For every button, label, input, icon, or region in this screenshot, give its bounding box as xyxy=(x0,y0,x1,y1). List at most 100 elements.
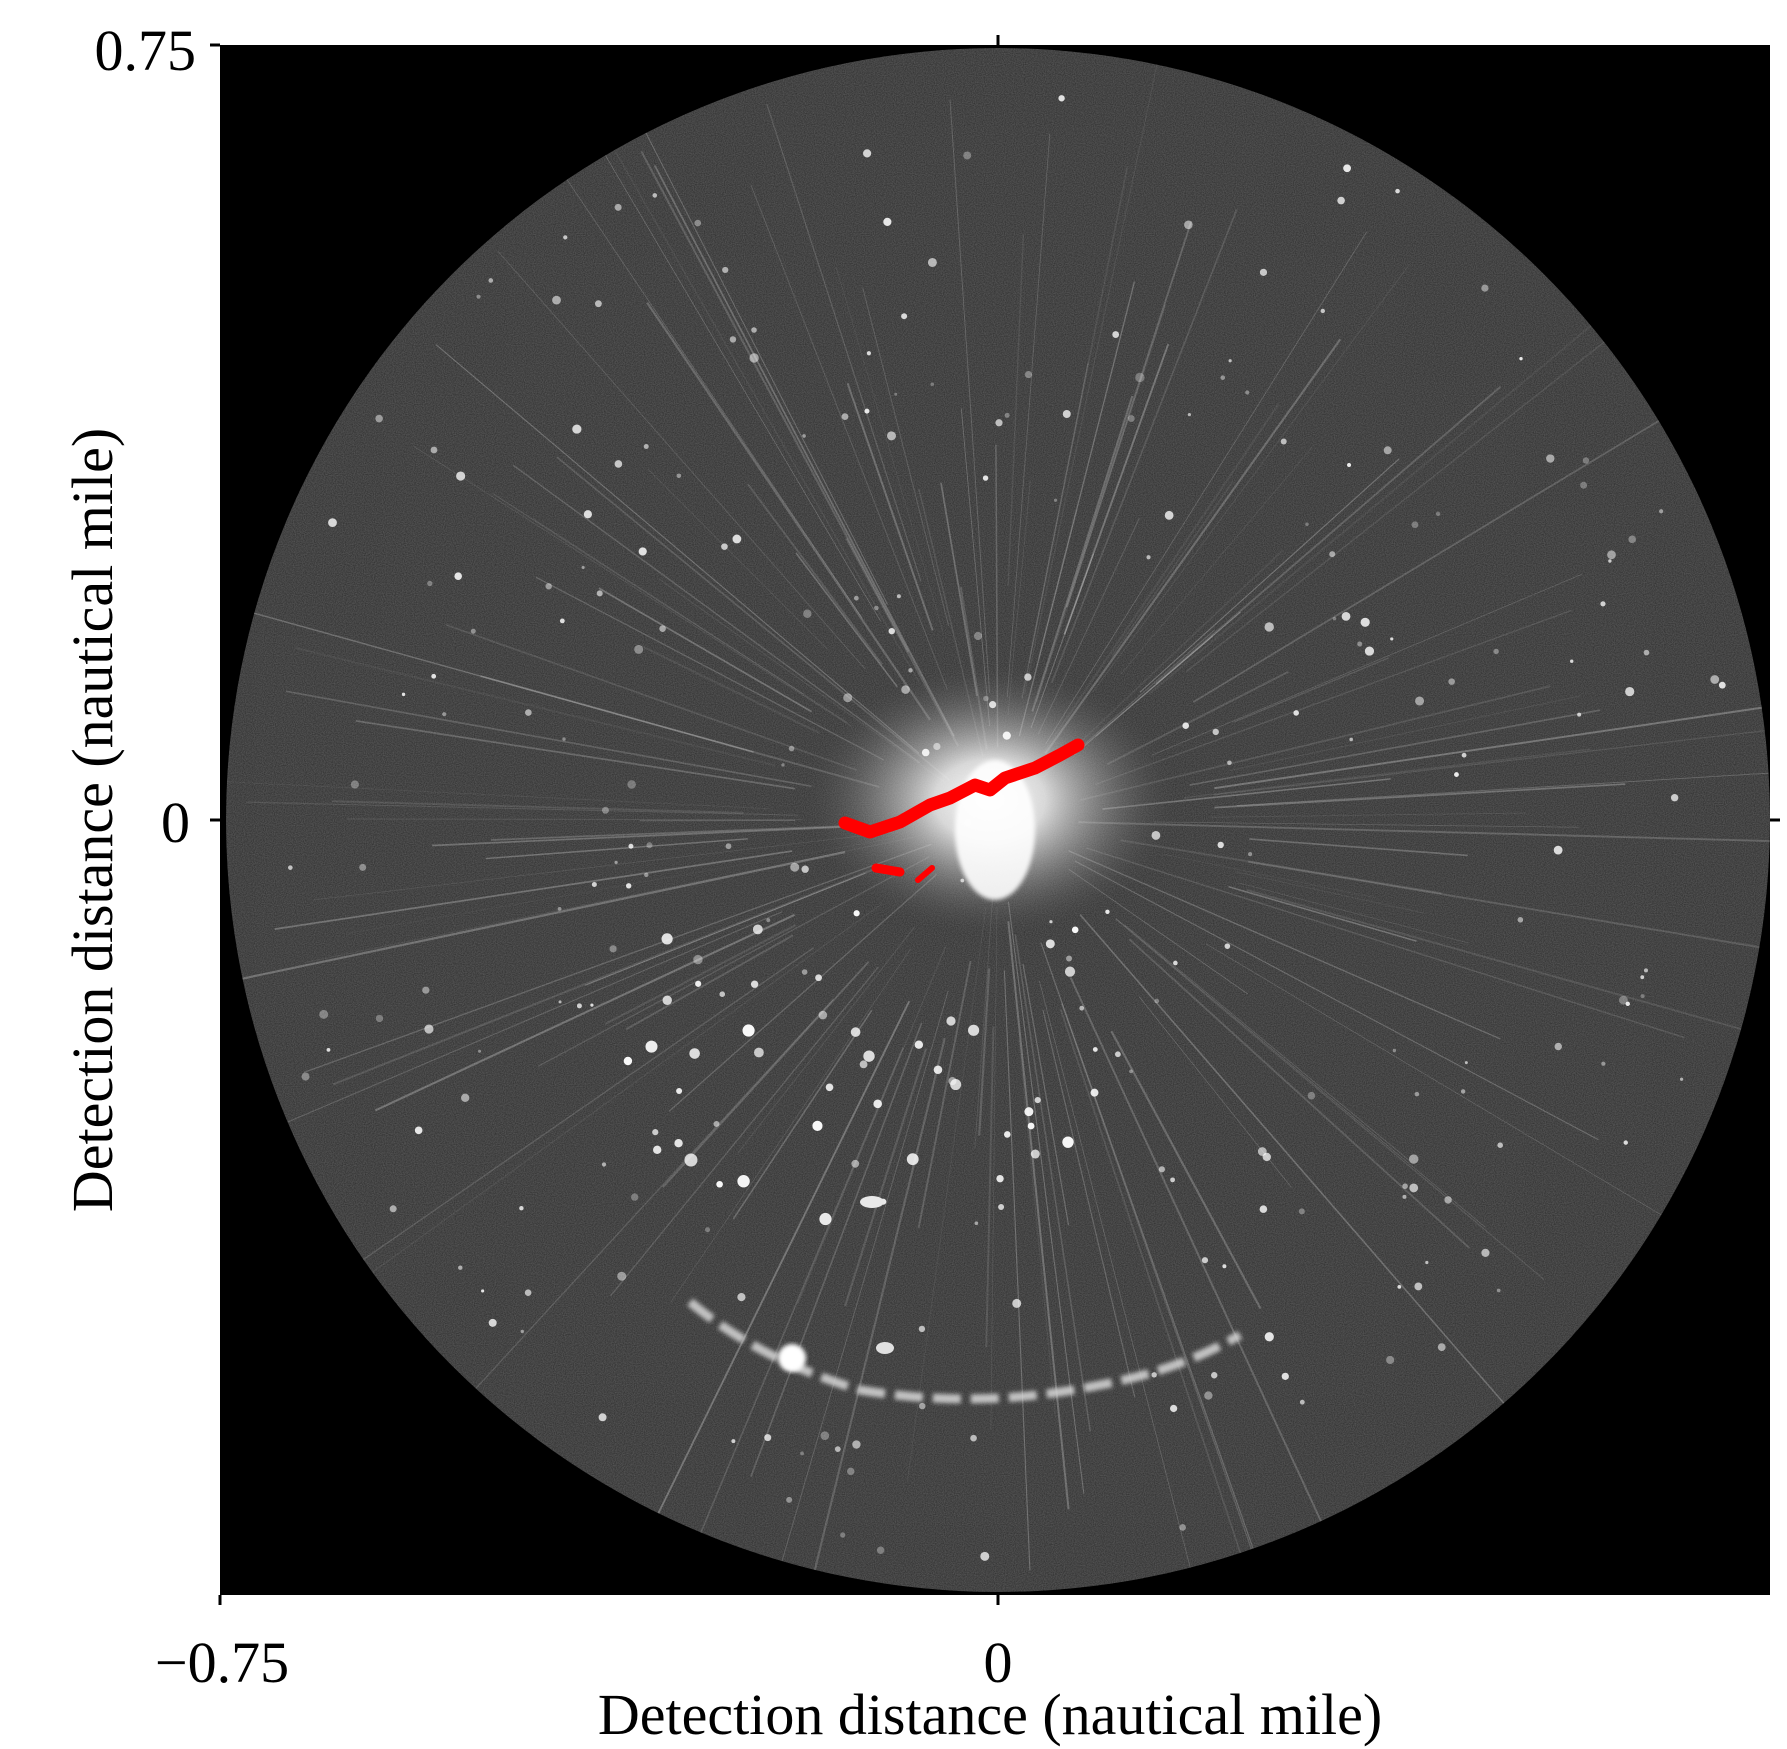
clutter-streak xyxy=(1120,446,1313,675)
clutter-streak xyxy=(1161,853,1376,899)
echo-dot-bright xyxy=(1062,1136,1074,1148)
clutter-streak xyxy=(1078,821,1770,843)
echo-dot xyxy=(983,695,989,702)
echo-dot-bright xyxy=(752,924,763,935)
echo-dot xyxy=(359,863,367,871)
clutter-streak xyxy=(226,780,771,810)
clutter-streak xyxy=(1115,918,1545,1280)
echo-dot xyxy=(1454,772,1459,777)
echo-dot xyxy=(1248,852,1253,857)
echo-dot xyxy=(375,1014,384,1023)
echo-dot xyxy=(863,149,872,158)
echo-dot xyxy=(1320,308,1325,314)
echo-dot xyxy=(1062,410,1071,419)
echo-dot xyxy=(1679,1077,1684,1081)
echo-dot xyxy=(1623,1140,1628,1145)
echo-dot-bright xyxy=(998,1204,1005,1211)
echo-dot xyxy=(725,843,732,850)
echo-dot xyxy=(1608,559,1612,563)
clutter-streak xyxy=(1110,1030,1262,1310)
echo-dot xyxy=(488,278,494,283)
echo-dot xyxy=(1182,722,1190,729)
clutter-streak xyxy=(1205,943,1694,1235)
echo-dot xyxy=(801,969,808,975)
clutter-streak xyxy=(1045,231,1368,745)
echo-dot xyxy=(1519,356,1523,361)
echo-dot xyxy=(627,780,636,789)
echo-dot xyxy=(1341,611,1351,621)
echo-dot xyxy=(594,300,602,308)
clutter-streak xyxy=(978,968,991,1136)
clutter-streak xyxy=(585,872,866,986)
echo-dot xyxy=(488,1318,497,1327)
echo-dot xyxy=(1337,196,1345,205)
clutter-streak xyxy=(1189,709,1601,786)
echo-dot xyxy=(1408,1154,1419,1164)
echo-dot xyxy=(481,1289,485,1293)
echo-dot xyxy=(1217,841,1224,849)
clutter-streak xyxy=(1214,783,1626,809)
clutter-streak xyxy=(906,906,987,1482)
echo-dot xyxy=(1618,995,1628,1005)
echo-dot xyxy=(581,565,585,570)
echo-dot xyxy=(1414,1091,1420,1097)
echo-dot xyxy=(1299,1399,1305,1405)
echo-dot xyxy=(456,471,466,481)
echo-dot xyxy=(1298,1208,1305,1215)
echo-dot-bright xyxy=(853,910,860,917)
echo-dot xyxy=(1360,617,1370,627)
echo-dot xyxy=(995,419,1003,427)
clutter-streak xyxy=(1115,918,1486,1228)
echo-dot xyxy=(1347,462,1352,467)
axis-ticks xyxy=(210,35,1780,1605)
echo-dot xyxy=(1092,1047,1098,1052)
y-tick-label-middle: 0 xyxy=(161,790,190,855)
clutter-streak xyxy=(304,836,914,964)
echo-dot-bright xyxy=(950,1079,962,1091)
echo-dot xyxy=(662,995,672,1005)
clutter-streak xyxy=(844,1048,928,1307)
echo-dot xyxy=(1129,1069,1133,1074)
echo-dot-bright xyxy=(906,1153,919,1166)
echo-dot xyxy=(1112,331,1120,338)
echo-dot xyxy=(646,842,653,849)
clutter-streak xyxy=(1214,726,1770,796)
clutter-streak xyxy=(985,1026,995,1348)
echo-dot xyxy=(1607,550,1616,560)
clutter-streak xyxy=(846,382,934,631)
echo-dot xyxy=(638,547,647,556)
echo-dot xyxy=(1383,446,1392,455)
clutter-streak xyxy=(747,483,883,666)
echo-dot xyxy=(851,1159,860,1168)
echo-targets xyxy=(288,95,1726,1561)
echo-dot xyxy=(1481,1248,1490,1257)
clutter-streak xyxy=(1155,386,1502,685)
echo-dot xyxy=(1012,1298,1022,1308)
echo-dot xyxy=(1262,1152,1271,1162)
clutter-streak xyxy=(949,99,990,693)
clutter-streak xyxy=(797,945,947,1304)
echo-dot xyxy=(1460,1089,1466,1094)
y-tick-label-top: 0.75 xyxy=(95,18,197,83)
clutter-streak xyxy=(313,831,893,901)
echo-dot xyxy=(1577,712,1582,717)
clutter-streak xyxy=(625,934,794,1031)
echo-dot xyxy=(1264,1332,1274,1342)
echo-dot xyxy=(476,294,481,299)
echo-dot-bright xyxy=(815,974,822,982)
echo-dot xyxy=(1600,601,1606,607)
clutter-streak xyxy=(485,838,748,860)
clutter-streak xyxy=(750,184,948,690)
clutter-streak xyxy=(1210,812,1527,818)
echo-dot xyxy=(1170,1177,1175,1183)
echo-dot xyxy=(625,883,632,889)
echo-dot xyxy=(614,460,623,468)
clutter-streak xyxy=(732,1009,873,1220)
clutter-streak xyxy=(1085,847,1685,1039)
clutter-streak xyxy=(795,552,898,688)
echo-dot xyxy=(864,408,870,414)
echo-dot xyxy=(713,1120,720,1127)
clutter-streak xyxy=(1236,768,1770,806)
echo-dot-bright xyxy=(1034,1096,1041,1104)
clutter-streak xyxy=(226,851,846,998)
